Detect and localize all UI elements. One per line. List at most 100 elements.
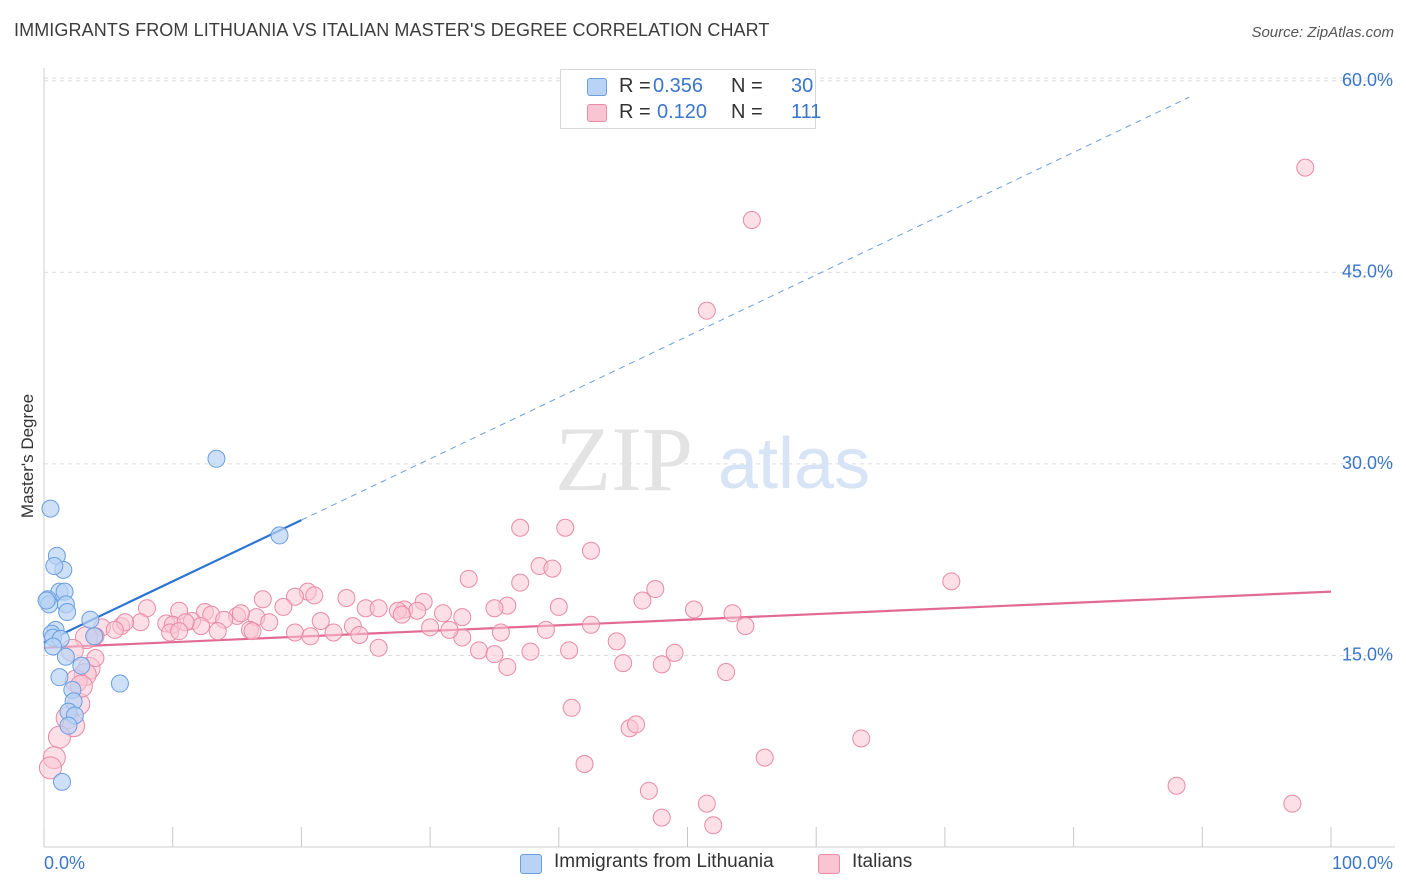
italians-point bbox=[581, 541, 600, 560]
y-tick-label: 45.0% bbox=[1342, 261, 1393, 281]
legend-swatch-blue bbox=[520, 854, 542, 874]
italians-point bbox=[208, 622, 227, 641]
grid-lines bbox=[44, 77, 1395, 656]
italians-point bbox=[665, 643, 684, 662]
y-axis-label: Master's Degree bbox=[18, 393, 37, 519]
lithuania-point bbox=[85, 627, 104, 646]
watermark-zip: ZIP bbox=[555, 408, 693, 510]
lithuania-point bbox=[59, 716, 78, 735]
trend-lines bbox=[43, 96, 1332, 649]
italians-point bbox=[231, 604, 250, 623]
italians-point bbox=[549, 597, 568, 616]
italians-point bbox=[192, 617, 211, 636]
italians-point bbox=[369, 599, 388, 618]
lithuania-points bbox=[37, 449, 289, 791]
italians-point bbox=[723, 604, 742, 623]
italians-point bbox=[485, 645, 504, 664]
italians-point bbox=[285, 623, 304, 642]
italians-point bbox=[652, 655, 671, 674]
lithuania-point bbox=[56, 647, 75, 666]
lithuania-point bbox=[44, 637, 63, 656]
italians-point bbox=[105, 620, 124, 639]
lithuania-point bbox=[53, 772, 72, 791]
italians-point bbox=[717, 663, 736, 682]
italians-point bbox=[421, 618, 440, 637]
correlation-legend: R = 0.356 N = 30 R = 0.120 N = 111 bbox=[560, 69, 821, 129]
chart-title: IMMIGRANTS FROM LITHUANIA VS ITALIAN MAS… bbox=[14, 20, 770, 40]
italians-point bbox=[369, 638, 388, 657]
italians-point bbox=[633, 591, 652, 610]
italians-point bbox=[684, 600, 703, 619]
italians-point bbox=[511, 573, 530, 592]
italians-point bbox=[607, 632, 626, 651]
italians-point bbox=[337, 588, 356, 607]
chart-source: Source: ZipAtlas.com bbox=[1251, 24, 1394, 41]
italians-trend-line bbox=[43, 590, 1332, 649]
italians-point bbox=[736, 617, 755, 636]
lithuania-point bbox=[72, 656, 91, 675]
lithuania-point bbox=[37, 591, 56, 610]
axes bbox=[43, 68, 1395, 848]
italians-point bbox=[536, 620, 555, 639]
legend-series-label: Immigrants from Lithuania bbox=[554, 851, 774, 872]
italians-point bbox=[301, 627, 320, 646]
legend-r-label: R = bbox=[619, 101, 651, 123]
italians-point bbox=[1283, 794, 1302, 813]
italians-point bbox=[556, 518, 575, 537]
italians-point bbox=[1296, 158, 1315, 177]
lithuania-point bbox=[81, 610, 100, 629]
italians-point bbox=[1167, 776, 1186, 795]
italians-point bbox=[459, 569, 478, 588]
italians-point bbox=[614, 654, 633, 673]
y-tick-label: 30.0% bbox=[1342, 453, 1393, 473]
italians-point bbox=[260, 613, 279, 632]
x-tick-label: 100.0% bbox=[1332, 853, 1393, 873]
legend-r-value: 0.356 bbox=[653, 75, 704, 97]
legend-n-value: 30 bbox=[791, 75, 814, 97]
italians-point bbox=[350, 626, 369, 645]
italians-point bbox=[581, 615, 600, 634]
italians-point bbox=[704, 816, 723, 835]
italians-point bbox=[285, 587, 304, 606]
legend-n-value: 111 bbox=[791, 101, 822, 123]
italians-point bbox=[491, 623, 510, 642]
y-tick-label: 60.0% bbox=[1342, 70, 1393, 90]
watermark: ZIP atlas bbox=[555, 408, 870, 510]
italians-point bbox=[311, 611, 330, 630]
italians-point bbox=[575, 754, 594, 773]
italians-point bbox=[440, 620, 459, 639]
italians-point bbox=[511, 518, 530, 537]
italians-point bbox=[392, 605, 411, 624]
legend-swatch-pink bbox=[587, 104, 607, 122]
legend-r-label: R = bbox=[619, 75, 651, 97]
italians-point bbox=[170, 622, 189, 641]
lithuania-point bbox=[45, 557, 64, 576]
italians-point bbox=[755, 748, 774, 767]
lithuania-point bbox=[58, 603, 77, 622]
lithuania-point bbox=[41, 499, 60, 518]
italians-point bbox=[253, 590, 272, 609]
lithuania-trend-extension bbox=[301, 96, 1190, 521]
lithuania-point bbox=[50, 668, 69, 687]
legend-swatch-pink bbox=[818, 854, 840, 874]
italians-point bbox=[324, 623, 343, 642]
legend-n-label: N = bbox=[731, 101, 763, 123]
italians-point bbox=[627, 715, 646, 734]
italians-point bbox=[86, 649, 105, 668]
italians-point bbox=[639, 781, 658, 800]
legend-swatch-blue bbox=[587, 78, 607, 96]
italians-point bbox=[697, 794, 716, 813]
tick-labels: 15.0% 30.0% 45.0% 60.0% 0.0% 100.0% bbox=[44, 70, 1393, 873]
italians-point bbox=[470, 641, 489, 660]
legend-series-label: Italians bbox=[852, 851, 913, 872]
lithuania-point bbox=[207, 449, 226, 468]
italians-point bbox=[646, 580, 665, 599]
lithuania-point bbox=[270, 526, 289, 545]
legend-r-value: 0.120 bbox=[657, 101, 708, 123]
lithuania-point bbox=[110, 674, 129, 693]
italians-point bbox=[274, 597, 293, 616]
x-tick-label: 0.0% bbox=[44, 853, 85, 873]
italians-point bbox=[652, 808, 671, 827]
italians-point bbox=[942, 572, 961, 591]
italians-point bbox=[498, 657, 517, 676]
